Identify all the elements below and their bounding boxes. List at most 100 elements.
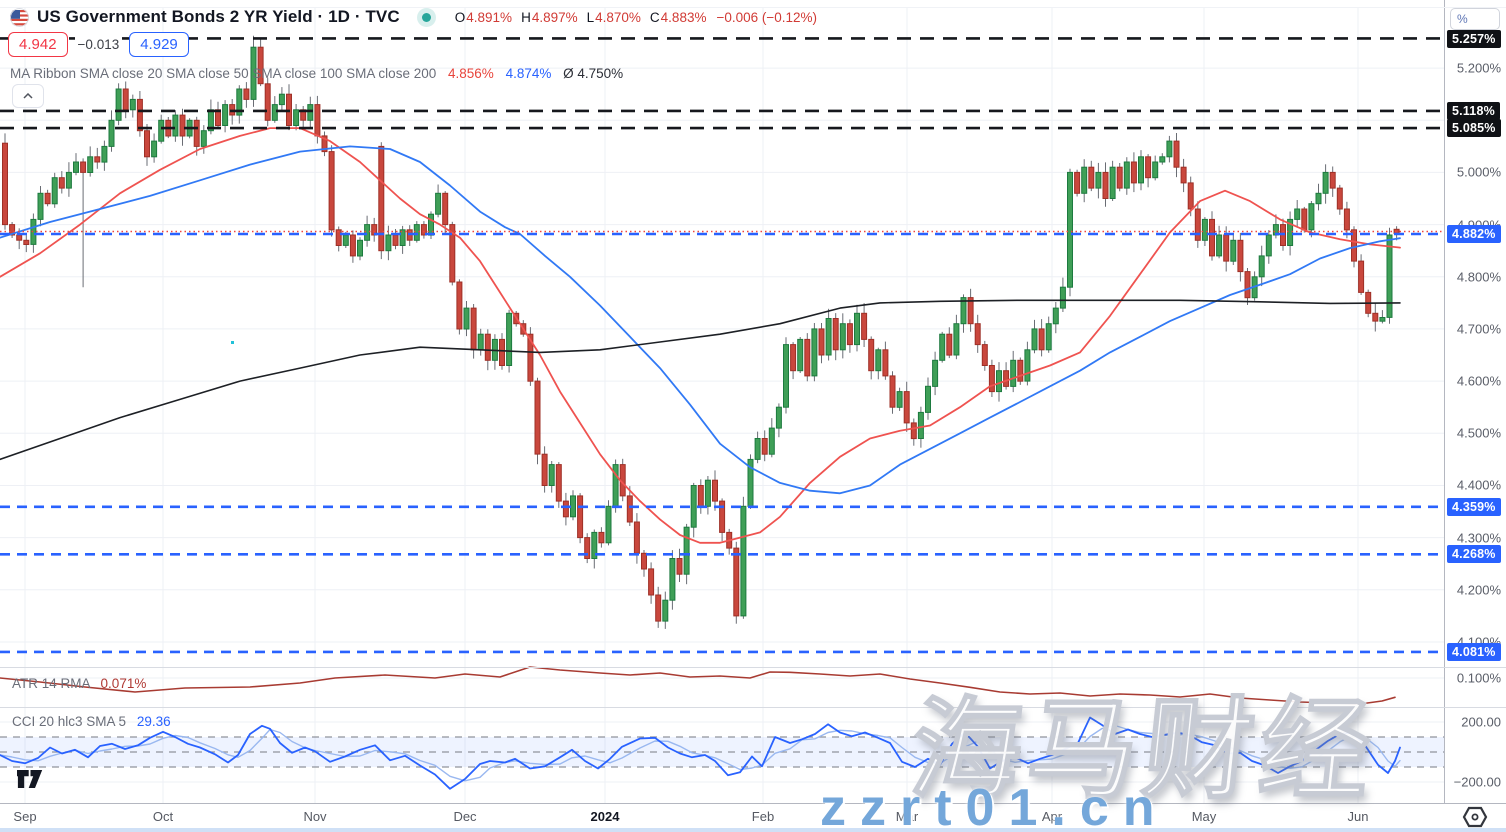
candle-body bbox=[172, 114, 179, 137]
change-value: −0.006 (−0.12%) bbox=[716, 9, 818, 25]
ma-line bbox=[0, 127, 1401, 544]
candle-body bbox=[832, 318, 839, 351]
candle-body bbox=[37, 192, 44, 220]
time-axis-label[interactable]: Oct bbox=[152, 809, 174, 824]
price-scale-mode-button[interactable]: % bbox=[1450, 8, 1500, 30]
candle-body bbox=[754, 438, 761, 460]
candle-body bbox=[1230, 239, 1237, 262]
price-level-chip[interactable]: 5.257% bbox=[1447, 30, 1501, 48]
bottom-strip bbox=[0, 828, 1506, 832]
candle-body bbox=[591, 531, 598, 560]
cci-value: 29.36 bbox=[136, 714, 171, 729]
price-level-chip[interactable]: 5.118% bbox=[1447, 101, 1500, 120]
candle-body bbox=[1187, 182, 1194, 210]
candle-body bbox=[193, 119, 200, 147]
candle-body bbox=[775, 406, 782, 429]
candle-body bbox=[101, 145, 108, 163]
candle-body bbox=[946, 333, 953, 356]
time-axis-label[interactable]: Jun bbox=[1347, 809, 1369, 824]
price-axis[interactable]: % 5.200%5.000%4.900%4.800%4.700%4.600%4.… bbox=[1444, 0, 1506, 803]
candle-body bbox=[598, 531, 605, 544]
candle-body bbox=[974, 323, 981, 346]
open-value: 4.891% bbox=[466, 9, 513, 25]
time-axis-label[interactable]: 2024 bbox=[590, 809, 620, 824]
candle-body bbox=[1159, 156, 1166, 163]
price-level-chip[interactable]: 4.882% bbox=[1447, 225, 1501, 243]
candle-body bbox=[804, 338, 811, 377]
atr-legend[interactable]: ATR 14 RMA 0.071% bbox=[12, 676, 146, 691]
candle-body bbox=[1173, 140, 1180, 168]
time-axis-label[interactable]: Dec bbox=[453, 809, 477, 824]
cci-legend[interactable]: CCI 20 hlc3 SMA 5 29.36 bbox=[12, 714, 171, 729]
ma-ribbon-legend[interactable]: MA Ribbon SMA close 20 SMA close 50 SMA … bbox=[10, 66, 623, 81]
candle-body bbox=[541, 453, 548, 487]
price-level-chip[interactable]: 4.359% bbox=[1447, 497, 1501, 516]
candle-body bbox=[442, 192, 449, 226]
candle-body bbox=[44, 192, 51, 205]
price-tick-label: 4.200% bbox=[1456, 582, 1501, 598]
time-axis-label[interactable]: May bbox=[1191, 809, 1217, 824]
buy-button[interactable]: 4.929 bbox=[129, 32, 189, 57]
symbol-title[interactable]: US Government Bonds 2 YR Yield · 1D · TV… bbox=[37, 7, 400, 26]
time-axis-label[interactable]: Feb bbox=[751, 809, 775, 824]
candle-body bbox=[811, 328, 818, 377]
market-status-dot-icon[interactable] bbox=[421, 12, 431, 22]
ma-red-value: 4.856% bbox=[448, 66, 494, 81]
candle-body bbox=[357, 239, 363, 257]
candle-body bbox=[1329, 171, 1336, 189]
candle-body bbox=[903, 391, 910, 424]
time-axis-label[interactable]: Nov bbox=[303, 809, 327, 824]
candle-body bbox=[222, 104, 229, 126]
candle-body bbox=[314, 104, 321, 137]
atr-line bbox=[0, 666, 1396, 705]
candle-body bbox=[648, 568, 655, 596]
candle-body bbox=[1379, 317, 1386, 322]
ma-blue-value: 4.874% bbox=[505, 66, 552, 81]
pane-separator[interactable] bbox=[0, 707, 1506, 708]
sell-button[interactable]: 4.942 bbox=[8, 32, 68, 57]
candle-body bbox=[981, 344, 988, 367]
price-level-chip[interactable]: 4.268% bbox=[1447, 545, 1501, 564]
candle-body bbox=[108, 119, 115, 147]
stray-marker-dot bbox=[231, 341, 234, 344]
candle-body bbox=[1194, 208, 1201, 241]
candle-body bbox=[271, 104, 278, 121]
candle-body bbox=[1201, 218, 1208, 241]
time-axis[interactable]: Sep Oct Nov Dec 2024 Feb Mar Apr May Jun bbox=[0, 803, 1506, 829]
tradingview-logo[interactable] bbox=[17, 770, 47, 795]
candle-body bbox=[470, 307, 477, 351]
pane-collapse-button[interactable] bbox=[12, 84, 44, 108]
candle-body bbox=[1010, 359, 1017, 387]
candle-body bbox=[342, 234, 349, 246]
candle-body bbox=[1059, 286, 1066, 309]
candle-body bbox=[1237, 239, 1244, 273]
price-tick-label: 4.800% bbox=[1456, 269, 1501, 285]
candle-body bbox=[2, 142, 8, 226]
candle-body bbox=[676, 558, 683, 575]
candle-body bbox=[932, 359, 939, 387]
candle-body bbox=[236, 88, 243, 116]
candle-body bbox=[690, 485, 697, 528]
pane-separator[interactable] bbox=[0, 667, 1506, 668]
price-level-chip[interactable]: 4.081% bbox=[1447, 642, 1501, 661]
candle-body bbox=[1052, 307, 1059, 325]
candle-body bbox=[1145, 156, 1152, 179]
ohlc-readout: O4.891% H4.897% L4.870% C4.883% −0.006 (… bbox=[454, 9, 818, 25]
candle-body bbox=[200, 130, 207, 147]
candle-body bbox=[1358, 260, 1365, 293]
time-axis-label[interactable]: Apr bbox=[1041, 809, 1063, 824]
candle-body bbox=[1003, 370, 1010, 387]
time-axis-label[interactable]: Mar bbox=[895, 809, 919, 824]
time-axis-label[interactable]: Sep bbox=[13, 809, 37, 824]
chart-canvas[interactable] bbox=[0, 0, 1444, 803]
candle-body bbox=[719, 500, 726, 533]
candle-body bbox=[1130, 161, 1137, 184]
candle-body bbox=[1287, 218, 1294, 246]
price-level-chip[interactable]: 5.085% bbox=[1447, 119, 1501, 138]
cci-tick-label: −200.00 bbox=[1453, 774, 1501, 790]
candle-body bbox=[87, 156, 94, 174]
chart-legend: US Government Bonds 2 YR Yield · 1D · TV… bbox=[10, 5, 817, 29]
candle-body bbox=[577, 495, 584, 539]
candle-body bbox=[917, 411, 924, 439]
